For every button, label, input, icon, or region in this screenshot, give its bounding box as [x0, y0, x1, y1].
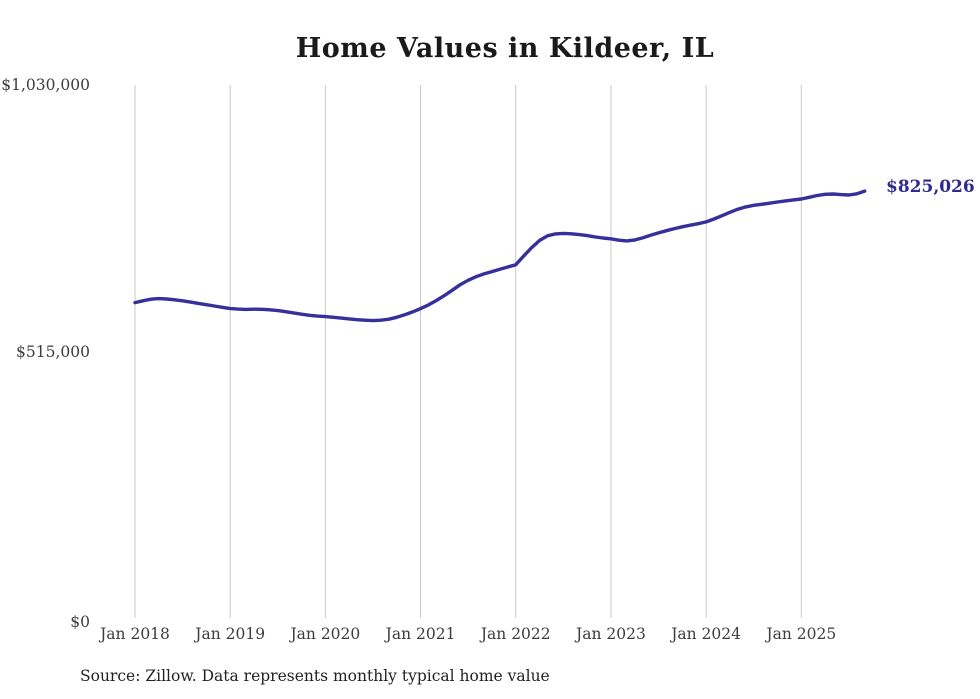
- x-tick-label-jan-2025: Jan 2025: [766, 625, 837, 643]
- y-tick-label-0: $0: [70, 613, 90, 631]
- home-value-line: [133, 189, 867, 323]
- x-tick-label-jan-2024: Jan 2024: [671, 625, 741, 643]
- x-tick-label-jan-2021: Jan 2021: [385, 625, 456, 643]
- vertical-gridlines: [134, 85, 802, 618]
- latest-value-annotation: $825,026: [886, 177, 975, 197]
- y-tick-label-1: $515,000: [16, 342, 90, 361]
- x-tick-label-jan-2023: Jan 2023: [576, 625, 646, 643]
- x-tick-label-jan-2022: Jan 2022: [480, 625, 551, 643]
- x-tick-label-jan-2019: Jan 2019: [195, 625, 266, 643]
- x-tick-label-jan-2018: Jan 2018: [100, 625, 170, 643]
- x-tick-label-jan-2020: Jan 2020: [290, 625, 361, 643]
- source-note: Source: Zillow. Data represents monthly …: [80, 667, 550, 685]
- chart-title: Home Values in Kildeer, IL: [295, 33, 715, 64]
- y-tick-label-2: $1,030,000: [1, 76, 90, 94]
